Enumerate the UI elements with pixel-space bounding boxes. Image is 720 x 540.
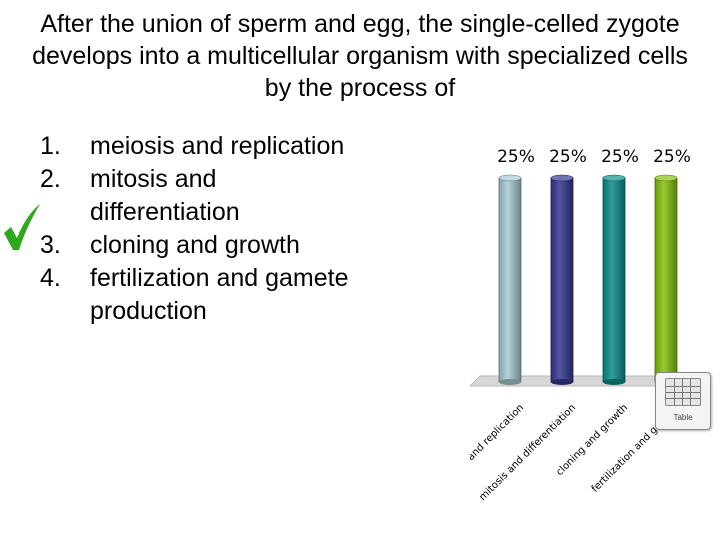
answer-number: 2. <box>40 165 61 193</box>
bar-chart: 25% 25% 25% 25% meiosis and replicationmito… <box>470 147 712 503</box>
bars-group <box>498 174 678 385</box>
answer-text: cloning and growth <box>90 231 300 259</box>
answer-text: meiosis and replication <box>90 132 345 160</box>
answer-item[interactable]: 2. mitosis and differentiation <box>40 163 360 229</box>
bar-top <box>498 174 522 182</box>
table-button[interactable]: Table <box>655 372 711 430</box>
bar-value-label: 25% <box>601 147 639 167</box>
bar-value-label: 25% <box>549 147 587 167</box>
bar <box>602 177 626 383</box>
bar-top <box>550 174 574 182</box>
bar-base <box>603 379 625 385</box>
question-text: After the union of sperm and egg, the si… <box>32 10 688 102</box>
answer-item[interactable]: 3. cloning and growth <box>40 229 360 262</box>
answer-text: fertilization and gamete production <box>90 264 349 325</box>
bar-base <box>499 379 521 385</box>
category-label: mitosis and differentiation <box>477 402 578 503</box>
bar <box>550 177 574 383</box>
bar <box>654 177 678 383</box>
bar <box>498 177 522 383</box>
answer-item[interactable]: 4. fertilization and gamete production <box>40 262 360 328</box>
checkmark-icon <box>4 204 40 250</box>
bar-value-label: 25% <box>653 147 691 167</box>
table-button-label: Table <box>673 413 693 422</box>
value-labels-group: 25% 25% 25% 25% <box>497 147 691 167</box>
bar-base <box>551 379 573 385</box>
bar-value-label: 25% <box>497 147 535 167</box>
bar-top <box>602 174 626 182</box>
answer-text: mitosis and differentiation <box>90 165 240 226</box>
answer-number: 4. <box>40 264 61 292</box>
answer-number: 3. <box>40 231 61 259</box>
bar-top <box>654 174 678 182</box>
answer-list: 1. meiosis and replication 2. mitosis an… <box>40 130 360 328</box>
answer-item[interactable]: 1. meiosis and replication <box>40 130 360 163</box>
table-grid-icon <box>665 378 701 406</box>
answer-number: 1. <box>40 132 61 160</box>
